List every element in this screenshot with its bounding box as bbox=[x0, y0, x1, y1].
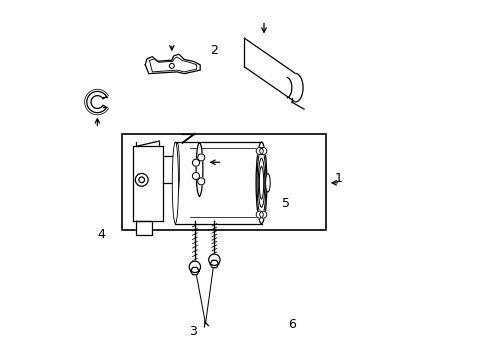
Ellipse shape bbox=[259, 167, 263, 199]
Circle shape bbox=[259, 211, 266, 218]
Circle shape bbox=[256, 211, 263, 218]
Polygon shape bbox=[133, 146, 163, 221]
Circle shape bbox=[192, 172, 199, 180]
Ellipse shape bbox=[175, 143, 179, 196]
Circle shape bbox=[208, 254, 220, 265]
Polygon shape bbox=[145, 54, 200, 74]
Text: 3: 3 bbox=[189, 325, 197, 338]
Ellipse shape bbox=[256, 142, 266, 224]
Ellipse shape bbox=[265, 174, 270, 192]
Circle shape bbox=[259, 148, 266, 154]
Text: 2: 2 bbox=[210, 44, 218, 57]
Polygon shape bbox=[190, 267, 199, 275]
Text: 1: 1 bbox=[334, 172, 342, 185]
Circle shape bbox=[256, 148, 263, 154]
Ellipse shape bbox=[258, 158, 264, 207]
Polygon shape bbox=[86, 91, 106, 113]
Ellipse shape bbox=[172, 142, 178, 224]
Circle shape bbox=[192, 159, 199, 166]
Circle shape bbox=[197, 178, 204, 185]
Text: 6: 6 bbox=[288, 318, 296, 330]
Ellipse shape bbox=[257, 149, 265, 216]
Text: 4: 4 bbox=[97, 228, 104, 241]
Text: 5: 5 bbox=[281, 197, 289, 210]
Circle shape bbox=[197, 154, 204, 161]
Bar bbox=[122, 134, 325, 230]
Circle shape bbox=[189, 261, 200, 273]
Polygon shape bbox=[136, 221, 152, 235]
Ellipse shape bbox=[196, 143, 203, 196]
Polygon shape bbox=[210, 260, 218, 268]
